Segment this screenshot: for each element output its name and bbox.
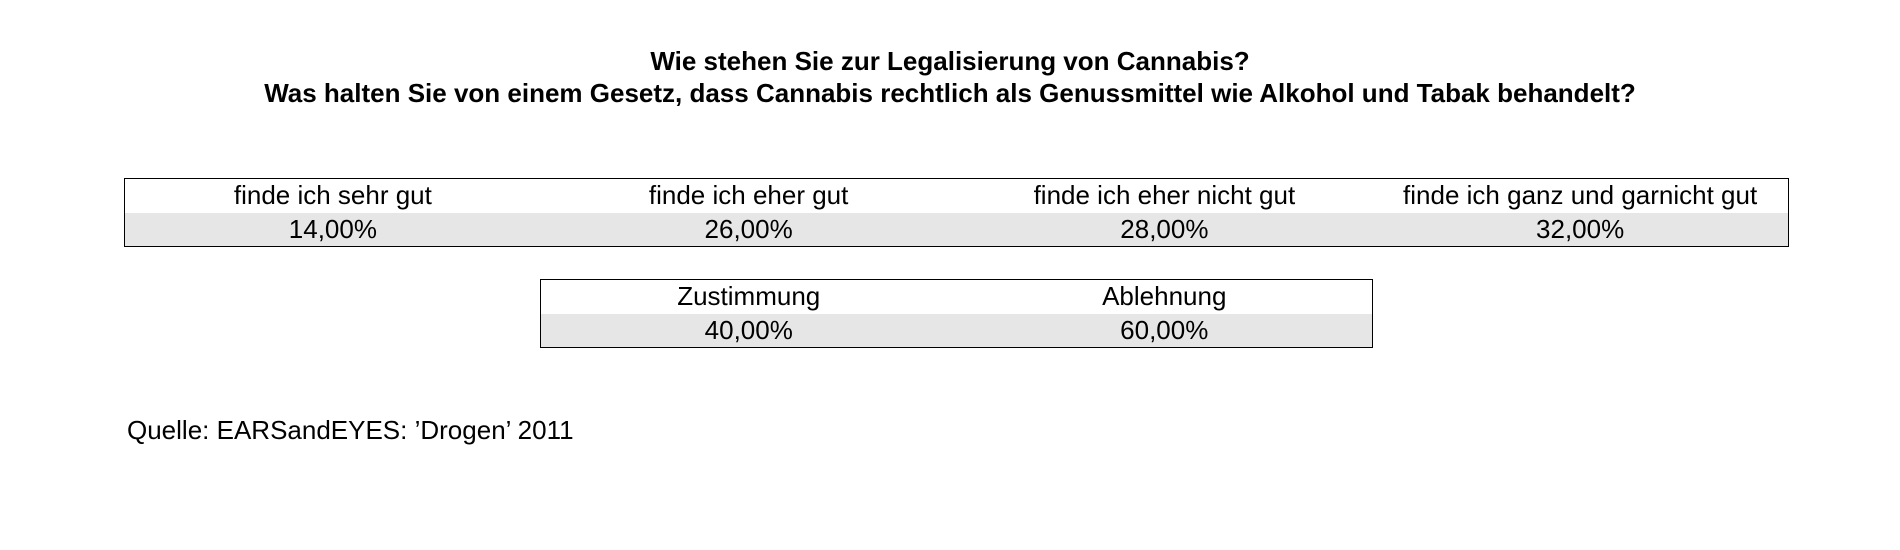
detail-header-row: finde ich sehr gut finde ich eher gut fi…: [125, 179, 1788, 212]
summary-value-row: 40,00% 60,00%: [541, 314, 1372, 347]
detail-value-eher-gut: 26,00%: [704, 214, 793, 244]
detail-header-eher-nicht-gut: finde ich eher nicht gut: [1033, 180, 1296, 210]
chart-title: Wie stehen Sie zur Legalisierung von Can…: [650, 46, 1250, 76]
summary-header-ablehnung: Ablehnung: [1102, 281, 1227, 311]
detail-value-sehr-gut: 14,00%: [288, 214, 377, 244]
detail-header-garnicht-gut: finde ich ganz und garnicht gut: [1403, 180, 1758, 210]
detail-table: finde ich sehr gut finde ich eher gut fi…: [124, 178, 1789, 247]
summary-table: Zustimmung Ablehnung 40,00% 60,00%: [540, 279, 1373, 348]
summary-value-ablehnung: 60,00%: [1120, 315, 1209, 345]
detail-value-garnicht-gut: 32,00%: [1536, 214, 1625, 244]
detail-value-eher-nicht-gut: 28,00%: [1120, 214, 1209, 244]
summary-value-zustimmung: 40,00%: [704, 315, 793, 345]
summary-header-row: Zustimmung Ablehnung: [541, 280, 1372, 313]
detail-value-row: 14,00% 26,00% 28,00% 32,00%: [125, 213, 1788, 246]
summary-header-zustimmung: Zustimmung: [677, 281, 821, 311]
detail-header-sehr-gut: finde ich sehr gut: [233, 180, 432, 210]
chart-subtitle: Was halten Sie von einem Gesetz, dass Ca…: [264, 78, 1636, 108]
detail-header-eher-gut: finde ich eher gut: [648, 180, 849, 210]
source-note: Quelle: EARSandEYES: ’Drogen’ 2011: [127, 415, 574, 445]
